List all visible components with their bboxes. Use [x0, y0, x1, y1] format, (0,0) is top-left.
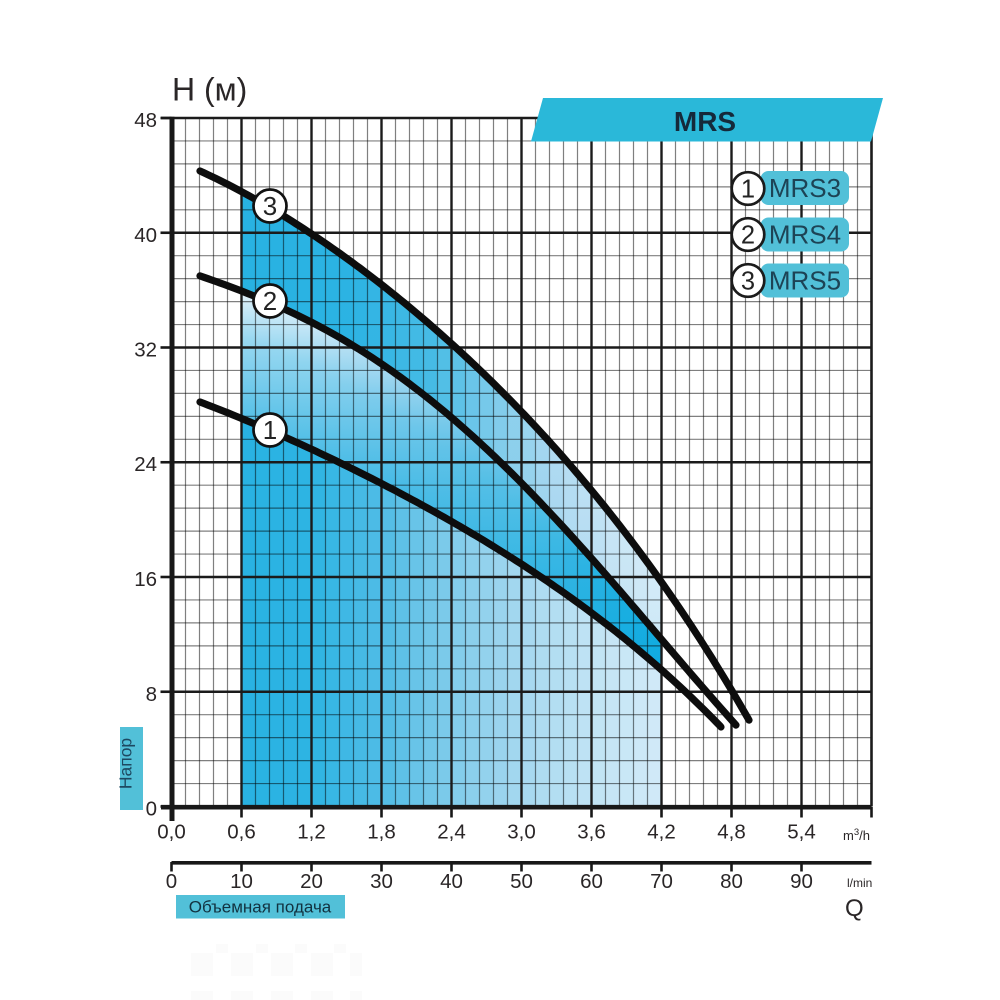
svg-text:1,8: 1,8 [367, 821, 396, 844]
svg-text:24: 24 [134, 453, 157, 476]
svg-text:50: 50 [510, 870, 533, 893]
svg-text:3,0: 3,0 [507, 821, 536, 844]
svg-text:40: 40 [134, 224, 157, 247]
svg-text:2: 2 [741, 222, 755, 250]
svg-text:3: 3 [263, 191, 277, 221]
svg-text:MRS3: MRS3 [769, 173, 841, 203]
svg-text:90: 90 [790, 870, 813, 893]
svg-text:5,4: 5,4 [787, 821, 816, 844]
svg-text:1,2: 1,2 [297, 821, 326, 844]
svg-text:Напор: Напор [116, 738, 136, 789]
svg-text:70: 70 [650, 870, 673, 893]
svg-text:20: 20 [300, 870, 323, 893]
svg-text:0: 0 [166, 870, 177, 893]
svg-text:4,8: 4,8 [717, 821, 746, 844]
svg-text:1: 1 [741, 176, 755, 204]
svg-text:40: 40 [440, 870, 463, 893]
svg-text:2,4: 2,4 [437, 821, 466, 844]
svg-text:4,2: 4,2 [647, 821, 676, 844]
svg-text:48: 48 [134, 109, 157, 132]
svg-text:l/min: l/min [847, 876, 872, 890]
svg-text:H (м): H (м) [172, 72, 247, 108]
svg-text:0: 0 [146, 798, 157, 821]
svg-text:m3/h: m3/h [843, 827, 870, 843]
svg-text:8: 8 [146, 683, 157, 706]
svg-text:32: 32 [134, 339, 157, 362]
svg-text:0,0: 0,0 [157, 821, 186, 844]
svg-text:3,6: 3,6 [577, 821, 606, 844]
svg-text:MRS: MRS [674, 106, 736, 137]
svg-text:30: 30 [370, 870, 393, 893]
svg-text:10: 10 [230, 870, 253, 893]
svg-text:3: 3 [741, 268, 755, 296]
svg-text:MRS5: MRS5 [769, 266, 841, 296]
svg-text:Q: Q [845, 895, 864, 922]
svg-text:16: 16 [134, 568, 157, 591]
svg-text:60: 60 [580, 870, 603, 893]
svg-text:MRS4: MRS4 [769, 220, 841, 250]
svg-text:80: 80 [720, 870, 743, 893]
svg-text:Объемная подача: Объемная подача [189, 898, 332, 917]
svg-text:2: 2 [263, 286, 277, 316]
svg-text:1: 1 [263, 415, 277, 445]
svg-text:0,6: 0,6 [227, 821, 256, 844]
